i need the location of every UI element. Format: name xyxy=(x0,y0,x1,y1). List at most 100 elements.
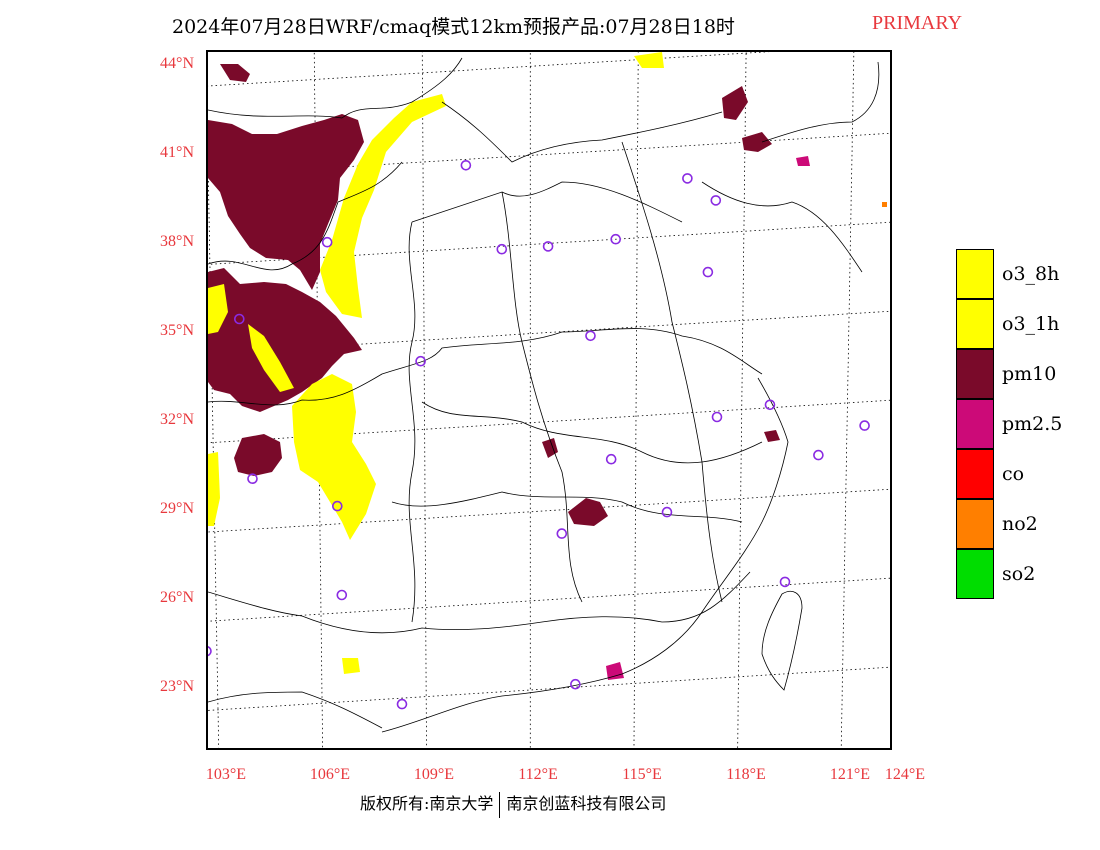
legend-label: so2 xyxy=(1002,563,1036,585)
title-main: 2024年07月28日WRF/cmaq模式12km预报产品:07月28日18时 xyxy=(172,16,735,38)
pm25-patch-guangdong xyxy=(606,662,624,680)
legend-swatch xyxy=(956,249,994,299)
legend-item-pm10: pm10 xyxy=(956,349,1086,399)
lat-label-29: 29°N xyxy=(160,500,194,517)
longitude-gridline xyxy=(737,52,747,748)
pm10-patch-shanghai xyxy=(764,430,780,442)
footer-left: 版权所有:南京大学 xyxy=(360,794,494,813)
station-marker xyxy=(415,355,426,367)
lon-label-124: 124°E xyxy=(884,766,926,783)
station-marker xyxy=(710,195,722,206)
copyright-footer: 版权所有:南京大学 南京创蓝科技有限公司 xyxy=(360,790,666,818)
station-marker xyxy=(661,506,673,518)
longitude-gridline xyxy=(633,52,639,748)
station-marker xyxy=(542,241,554,252)
station-marker xyxy=(702,266,714,278)
latitude-gridline xyxy=(208,666,890,711)
lat-label-35: 35°N xyxy=(160,322,194,339)
station-marker xyxy=(496,243,508,255)
lat-label-44: 44°N xyxy=(160,55,194,72)
legend-label: pm10 xyxy=(1002,363,1057,385)
station-marker xyxy=(779,576,791,588)
monitoring-stations xyxy=(208,160,870,710)
lat-label-26: 26°N xyxy=(160,589,194,606)
legend-item-o3-8h: o3_8h xyxy=(956,249,1086,299)
legend-label: no2 xyxy=(1002,513,1038,535)
pm10-patch-liaoning xyxy=(742,132,772,152)
o3-region-west-edge-2 xyxy=(208,452,220,526)
station-marker xyxy=(605,453,617,465)
station-marker xyxy=(460,160,472,171)
legend-item-so2: so2 xyxy=(956,549,1086,599)
pm10-patch-hubei xyxy=(542,438,558,458)
legend-swatch xyxy=(956,299,994,349)
lat-label-32: 32°N xyxy=(160,411,194,428)
lon-label-112: 112°E xyxy=(518,766,558,783)
o3-region-ningxia-band xyxy=(320,94,446,318)
map-frame xyxy=(206,50,892,750)
province-boundaries xyxy=(208,57,880,733)
legend-swatch xyxy=(956,449,994,499)
legend-label: o3_1h xyxy=(1002,313,1060,335)
pm10-region-north xyxy=(208,114,364,290)
no2-patch xyxy=(882,202,887,207)
lon-label-121: 121°E xyxy=(829,766,871,783)
pollutant-map xyxy=(208,52,890,748)
lon-label-115: 115°E xyxy=(622,766,662,783)
station-marker xyxy=(336,589,348,601)
legend-item-no2: no2 xyxy=(956,499,1086,549)
lat-label-38: 38°N xyxy=(160,233,194,250)
o3-patch-north xyxy=(634,52,664,68)
legend-item-co: co xyxy=(956,449,1086,499)
o3-region-gansu xyxy=(248,324,294,392)
pm10-patch-north-top xyxy=(220,64,250,82)
station-marker xyxy=(247,473,258,485)
lat-label-23: 23°N xyxy=(160,678,194,695)
station-marker xyxy=(570,678,581,690)
legend-swatch xyxy=(956,399,994,449)
station-marker xyxy=(682,173,693,184)
pm10-patch-jiangxi xyxy=(568,498,608,526)
pm25-patch-liaoning xyxy=(796,156,810,166)
o3-region-guangxi xyxy=(342,658,360,674)
pm10-patch-northeast xyxy=(722,86,748,120)
station-marker xyxy=(331,500,343,512)
legend-item-pm25: pm2.5 xyxy=(956,399,1086,449)
station-marker xyxy=(711,411,723,423)
station-marker xyxy=(208,646,212,657)
station-marker xyxy=(813,449,824,461)
legend-label: co xyxy=(1002,463,1025,485)
latitude-gridline xyxy=(208,488,890,533)
longitude-gridline xyxy=(421,52,427,748)
lon-label-118: 118°E xyxy=(726,766,766,783)
legend-swatch xyxy=(956,549,994,599)
station-marker xyxy=(234,313,245,325)
latitude-gridline xyxy=(208,52,771,87)
o3-region-sichuan-east xyxy=(292,374,376,540)
station-marker xyxy=(585,330,596,342)
latitude-gridline xyxy=(208,577,890,622)
legend-swatch xyxy=(956,499,994,549)
legend-label: pm2.5 xyxy=(1002,413,1063,435)
pollution-layer xyxy=(208,52,887,680)
station-marker xyxy=(764,399,776,411)
footer-separator xyxy=(499,791,501,818)
title-tag: PRIMARY xyxy=(872,12,963,34)
lat-label-41: 41°N xyxy=(160,144,194,161)
pm10-region-central xyxy=(208,268,362,412)
station-marker xyxy=(610,233,622,245)
latitude-gridline xyxy=(208,221,890,265)
station-marker xyxy=(396,698,408,710)
legend-label: o3_8h xyxy=(1002,263,1060,285)
longitude-gridline xyxy=(840,52,855,748)
o3-region-west-edge xyxy=(208,284,228,334)
legend-item-o3-1h: o3_1h xyxy=(956,299,1086,349)
footer-right: 南京创蓝科技有限公司 xyxy=(506,794,667,813)
lon-label-103: 103°E xyxy=(205,766,247,783)
legend-swatch xyxy=(956,349,994,399)
station-marker xyxy=(321,236,333,248)
lon-label-106: 106°E xyxy=(309,766,351,783)
station-marker xyxy=(859,420,870,431)
lon-label-109: 109°E xyxy=(413,766,455,783)
station-marker xyxy=(556,528,568,539)
